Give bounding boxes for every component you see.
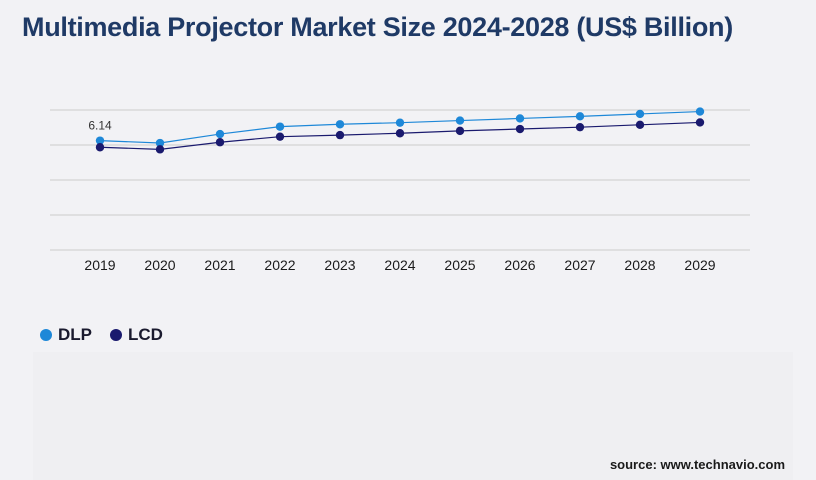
data-point-lcd xyxy=(335,130,345,140)
series-line-dlp xyxy=(99,110,701,144)
legend-label-dlp: DLP xyxy=(58,325,92,344)
data-point-dlp xyxy=(635,109,645,119)
data-point-dlp xyxy=(275,122,285,131)
data-point-lcd xyxy=(155,145,165,154)
data-point-dlp xyxy=(95,136,105,145)
data-point-dlp xyxy=(575,112,585,121)
data-point-lcd xyxy=(635,120,645,129)
data-point-dlp xyxy=(455,116,465,125)
line-chart: 2019 2020 2021 2022 2023 2024 2025 2026 2027 2028… xyxy=(50,107,750,273)
data-point-lcd xyxy=(95,143,105,152)
data-point-dlp xyxy=(155,138,165,148)
chart-legend: DLP LCD xyxy=(40,325,163,345)
data-point-dlp xyxy=(335,120,345,129)
x-tick-label: 2029 xyxy=(684,257,715,273)
x-tick-label: 2021 xyxy=(204,257,235,273)
x-tick-label: 2024 xyxy=(384,257,415,273)
legend-item-dlp[interactable]: DLP xyxy=(40,325,92,345)
data-point-dlp xyxy=(215,129,225,139)
data-point-lcd xyxy=(395,129,405,138)
data-point-lcd xyxy=(455,126,465,136)
x-tick-label: 2023 xyxy=(324,257,355,273)
x-tick-label: 2025 xyxy=(444,257,475,273)
bottom-panel xyxy=(33,352,793,480)
data-point-lcd xyxy=(575,122,585,132)
data-point-lcd xyxy=(275,132,285,141)
legend-item-lcd[interactable]: LCD xyxy=(110,325,163,345)
x-tick-label: 2022 xyxy=(264,257,295,273)
x-tick-label: 2019 xyxy=(84,257,115,273)
data-point-lcd xyxy=(515,124,525,134)
x-tick-label: 2028 xyxy=(624,257,655,273)
x-tick-label: 2026 xyxy=(504,257,535,273)
source-credit: source: www.technavio.com xyxy=(609,457,785,472)
data-label: 6.14 xyxy=(88,119,112,133)
legend-dot-dlp xyxy=(40,329,52,341)
chart-title: Multimedia Projector Market Size 2024-20… xyxy=(22,12,733,42)
x-tick-label: 2027 xyxy=(564,257,595,273)
data-point-dlp xyxy=(695,107,705,116)
data-point-lcd xyxy=(215,138,225,147)
data-point-dlp xyxy=(515,114,525,123)
data-point-dlp xyxy=(395,118,405,127)
legend-dot-lcd xyxy=(110,329,122,341)
data-point-lcd xyxy=(695,118,705,127)
x-tick-label: 2020 xyxy=(144,257,175,273)
legend-label-lcd: LCD xyxy=(128,325,163,344)
